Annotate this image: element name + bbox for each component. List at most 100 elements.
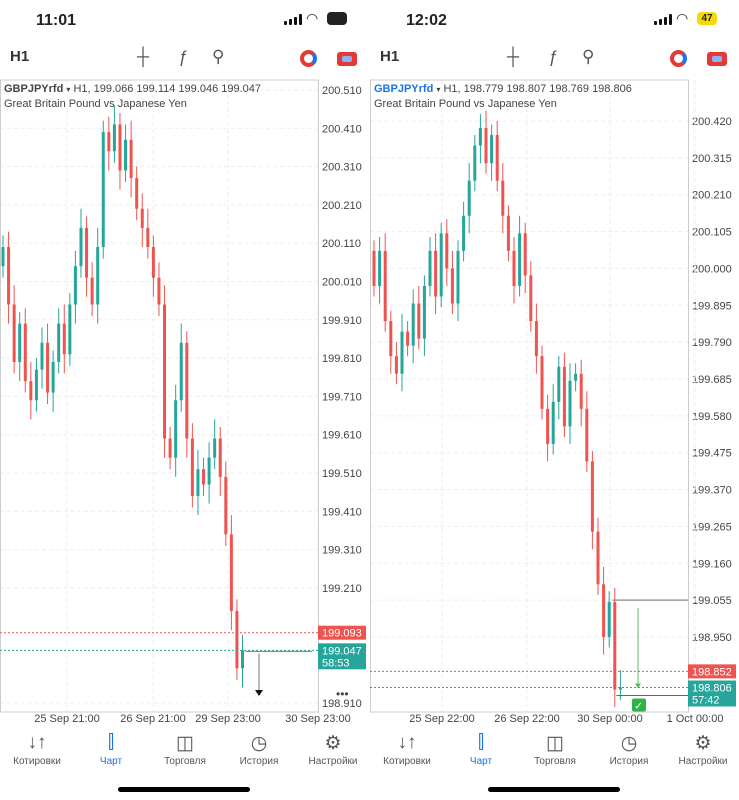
ask-label-bg xyxy=(688,664,736,679)
candle-body xyxy=(18,323,22,362)
candle-body xyxy=(62,323,66,355)
timeframe-button[interactable]: H1 xyxy=(10,48,30,65)
candle-body xyxy=(112,124,116,152)
candlestick-icon: ⫿ xyxy=(107,732,115,753)
candlestick-icon: ⫿ xyxy=(477,732,485,753)
candle-body xyxy=(417,303,421,339)
candle-body xyxy=(383,250,387,322)
nav-label: Настройки xyxy=(678,756,728,767)
candle-body xyxy=(79,227,83,267)
candle-body xyxy=(57,323,61,362)
symbol-name[interactable]: GBPJPYrfd xyxy=(374,83,434,95)
price-tick: 199.610 xyxy=(322,430,362,442)
nav-label: История xyxy=(609,756,649,767)
candle-body xyxy=(607,601,611,637)
candle-body xyxy=(596,531,600,585)
candle-body xyxy=(473,145,477,181)
price-tick: 199.265 xyxy=(692,521,732,533)
price-tick: 200.510 xyxy=(322,85,362,97)
candle-body xyxy=(190,438,194,496)
nav-trade[interactable]: ◫ Торговля xyxy=(148,732,222,767)
price-tick: 199.475 xyxy=(692,448,732,460)
candle-body xyxy=(557,366,561,402)
nav-quotes[interactable]: ↓↑ Котировки xyxy=(0,732,74,767)
home-indicator xyxy=(488,787,620,792)
date-tick: 26 Sep 22:00 xyxy=(494,713,559,725)
candle-body xyxy=(46,342,50,393)
candle-body xyxy=(90,277,94,305)
candle-body xyxy=(445,233,449,269)
function-icon[interactable]: ƒ xyxy=(178,47,188,66)
candle-body xyxy=(394,356,398,374)
price-tick: 200.110 xyxy=(322,238,361,250)
home-indicator xyxy=(118,787,250,792)
nav-quotes[interactable]: ↓↑ Котировки xyxy=(370,732,444,767)
trade-chart-icon: ◫ xyxy=(546,733,564,754)
candle-body xyxy=(12,304,16,362)
symbol-name[interactable]: GBPJPYrfd xyxy=(4,83,64,95)
symbol-description: Great Britain Pound vs Japanese Yen xyxy=(374,98,557,110)
trade-icon[interactable] xyxy=(707,52,727,66)
history-icon: ◷ xyxy=(620,733,638,754)
price-tick: 199.685 xyxy=(692,374,732,386)
candle-body xyxy=(434,250,438,297)
candle-body xyxy=(140,208,144,228)
candle-body xyxy=(378,250,382,286)
candle-body xyxy=(551,401,555,444)
candle-body xyxy=(540,356,544,409)
candle-body xyxy=(495,135,499,181)
date-tick: 25 Sep 21:00 xyxy=(34,713,99,725)
candle-body xyxy=(618,687,622,690)
timeframe-button[interactable]: H1 xyxy=(380,48,400,65)
nav-chart[interactable]: ⫿ Чарт xyxy=(444,732,518,767)
candle-body xyxy=(68,304,72,355)
function-icon[interactable]: ƒ xyxy=(548,47,558,66)
nav-trade[interactable]: ◫ Торговля xyxy=(518,732,592,767)
gear-icon: ⚙ xyxy=(324,733,342,754)
chart-screen-left: 11:01 ◠ 55 H1 ┼ ƒ ⚲ 200.510 200.410 200.31… xyxy=(0,10,370,792)
status-time: 11:01 xyxy=(36,12,77,29)
nav-settings[interactable]: ⚙ Настройки xyxy=(296,732,370,767)
more-options-icon: ••• xyxy=(336,687,349,701)
crosshair-icon[interactable]: ┼ xyxy=(507,47,520,66)
nav-label: Чарт xyxy=(99,756,123,767)
candle-body xyxy=(579,373,583,409)
nav-settings[interactable]: ⚙ Настройки xyxy=(666,732,739,767)
candle-body xyxy=(101,132,105,248)
nav-label: История xyxy=(239,756,279,767)
candle-body xyxy=(23,323,27,382)
price-tick: 198.950 xyxy=(692,632,732,644)
candle-body xyxy=(174,400,178,458)
candle-body xyxy=(73,266,77,305)
nav-chart[interactable]: ⫿ Чарт xyxy=(74,732,148,767)
trade-icon[interactable] xyxy=(337,52,357,66)
nav-history[interactable]: ◷ История xyxy=(592,732,666,767)
crosshair-icon[interactable]: ┼ xyxy=(137,47,150,66)
price-tick: 199.510 xyxy=(322,468,362,480)
nav-history[interactable]: ◷ История xyxy=(222,732,296,767)
candle-body xyxy=(574,373,578,381)
candle-body xyxy=(529,275,533,322)
price-chart[interactable]: 200.420 200.315 200.210 200.105 200.000 199.8… xyxy=(370,78,739,738)
price-tick: 199.910 xyxy=(322,315,362,327)
chart-info: GBPJPYrfd ▾ H1, 199.066 199.114 199.046 … xyxy=(4,83,262,110)
candle-body xyxy=(428,250,432,286)
one-click-trading-icon[interactable] xyxy=(300,50,317,67)
nav-label: Настройки xyxy=(308,756,358,767)
price-tick: 199.410 xyxy=(322,506,362,518)
candle-body xyxy=(85,227,89,278)
objects-icon[interactable]: ⚲ xyxy=(582,47,595,66)
one-click-trading-icon[interactable] xyxy=(670,50,687,67)
candle-body xyxy=(411,303,415,346)
candle-body xyxy=(218,438,222,477)
candle-body xyxy=(51,361,55,393)
price-tick: 200.420 xyxy=(692,116,732,128)
price-tick: 199.210 xyxy=(322,583,362,595)
candle-body xyxy=(613,601,617,690)
bid-price-label: 199.047 xyxy=(322,645,362,657)
objects-icon[interactable]: ⚲ xyxy=(212,47,225,66)
candle-body xyxy=(168,438,172,458)
price-chart[interactable]: 200.510 200.410 200.310 200.210 200.110 200.0… xyxy=(0,78,370,738)
trade-chart-icon: ◫ xyxy=(176,733,194,754)
price-tick: 200.410 xyxy=(322,123,362,135)
